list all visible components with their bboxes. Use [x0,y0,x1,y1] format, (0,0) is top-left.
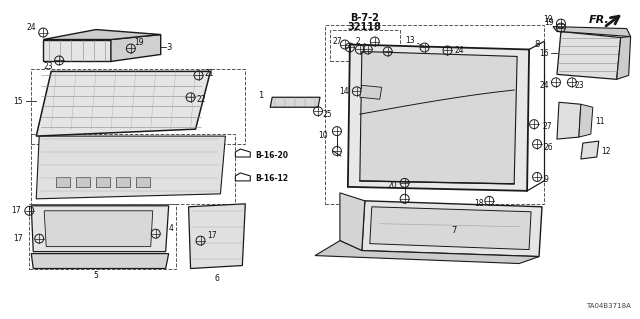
Text: 26: 26 [543,143,553,152]
Text: 1: 1 [258,91,263,100]
Text: 2: 2 [355,37,360,46]
Text: 5: 5 [93,271,99,279]
Text: 13: 13 [405,36,415,45]
Polygon shape [136,177,150,187]
Polygon shape [553,26,630,37]
Text: 19: 19 [543,15,553,24]
Text: 11: 11 [595,117,604,126]
Polygon shape [579,104,593,137]
Text: 23: 23 [44,62,53,71]
Polygon shape [44,211,153,247]
Text: 15: 15 [13,97,23,106]
Text: 17: 17 [207,231,217,240]
Polygon shape [557,102,581,139]
Text: 27: 27 [332,37,342,46]
Polygon shape [348,45,529,191]
Text: B-16-20: B-16-20 [255,151,288,160]
Text: 9: 9 [543,175,548,184]
Text: B-7-2: B-7-2 [350,13,380,23]
Text: 6: 6 [214,273,219,283]
Polygon shape [370,207,531,249]
Polygon shape [236,149,250,157]
Text: FR.: FR. [589,15,609,25]
Polygon shape [44,30,161,40]
Polygon shape [36,136,225,199]
Polygon shape [617,37,630,79]
Text: 23: 23 [575,81,584,90]
Text: 22: 22 [196,95,206,104]
Polygon shape [31,254,169,269]
Polygon shape [36,71,211,136]
Text: 7: 7 [452,226,457,235]
Text: 24: 24 [27,23,36,32]
Polygon shape [189,204,245,269]
Text: 17: 17 [12,206,21,215]
Text: 21: 21 [205,69,214,78]
Polygon shape [340,193,365,251]
Text: 12: 12 [601,146,611,156]
Text: 24: 24 [540,81,549,90]
Polygon shape [76,177,90,187]
Polygon shape [236,173,250,181]
Polygon shape [111,34,161,62]
Text: 25: 25 [323,110,333,119]
Text: 4: 4 [169,224,173,233]
Polygon shape [270,97,320,107]
Text: 19: 19 [545,18,554,27]
Polygon shape [315,241,539,263]
Text: 32118: 32118 [348,22,381,32]
Polygon shape [44,40,111,62]
Polygon shape [557,32,621,79]
Text: 8: 8 [534,40,540,49]
Text: 14: 14 [339,87,349,96]
Text: 20: 20 [387,182,397,190]
Text: TA04B3718A: TA04B3718A [586,303,630,309]
Polygon shape [362,201,542,256]
Text: 27: 27 [542,122,552,131]
Polygon shape [360,51,517,184]
Text: 18: 18 [474,199,483,208]
Polygon shape [56,177,70,187]
Text: 3: 3 [166,43,172,52]
Text: 19: 19 [134,38,143,47]
Polygon shape [31,206,169,252]
Polygon shape [116,177,130,187]
Text: 17: 17 [13,234,23,243]
Text: 10: 10 [318,130,328,140]
Polygon shape [360,85,381,99]
Text: 16: 16 [540,49,549,58]
Polygon shape [96,177,110,187]
Polygon shape [581,141,599,159]
Text: 24: 24 [454,46,464,55]
Text: B-16-12: B-16-12 [255,174,288,183]
